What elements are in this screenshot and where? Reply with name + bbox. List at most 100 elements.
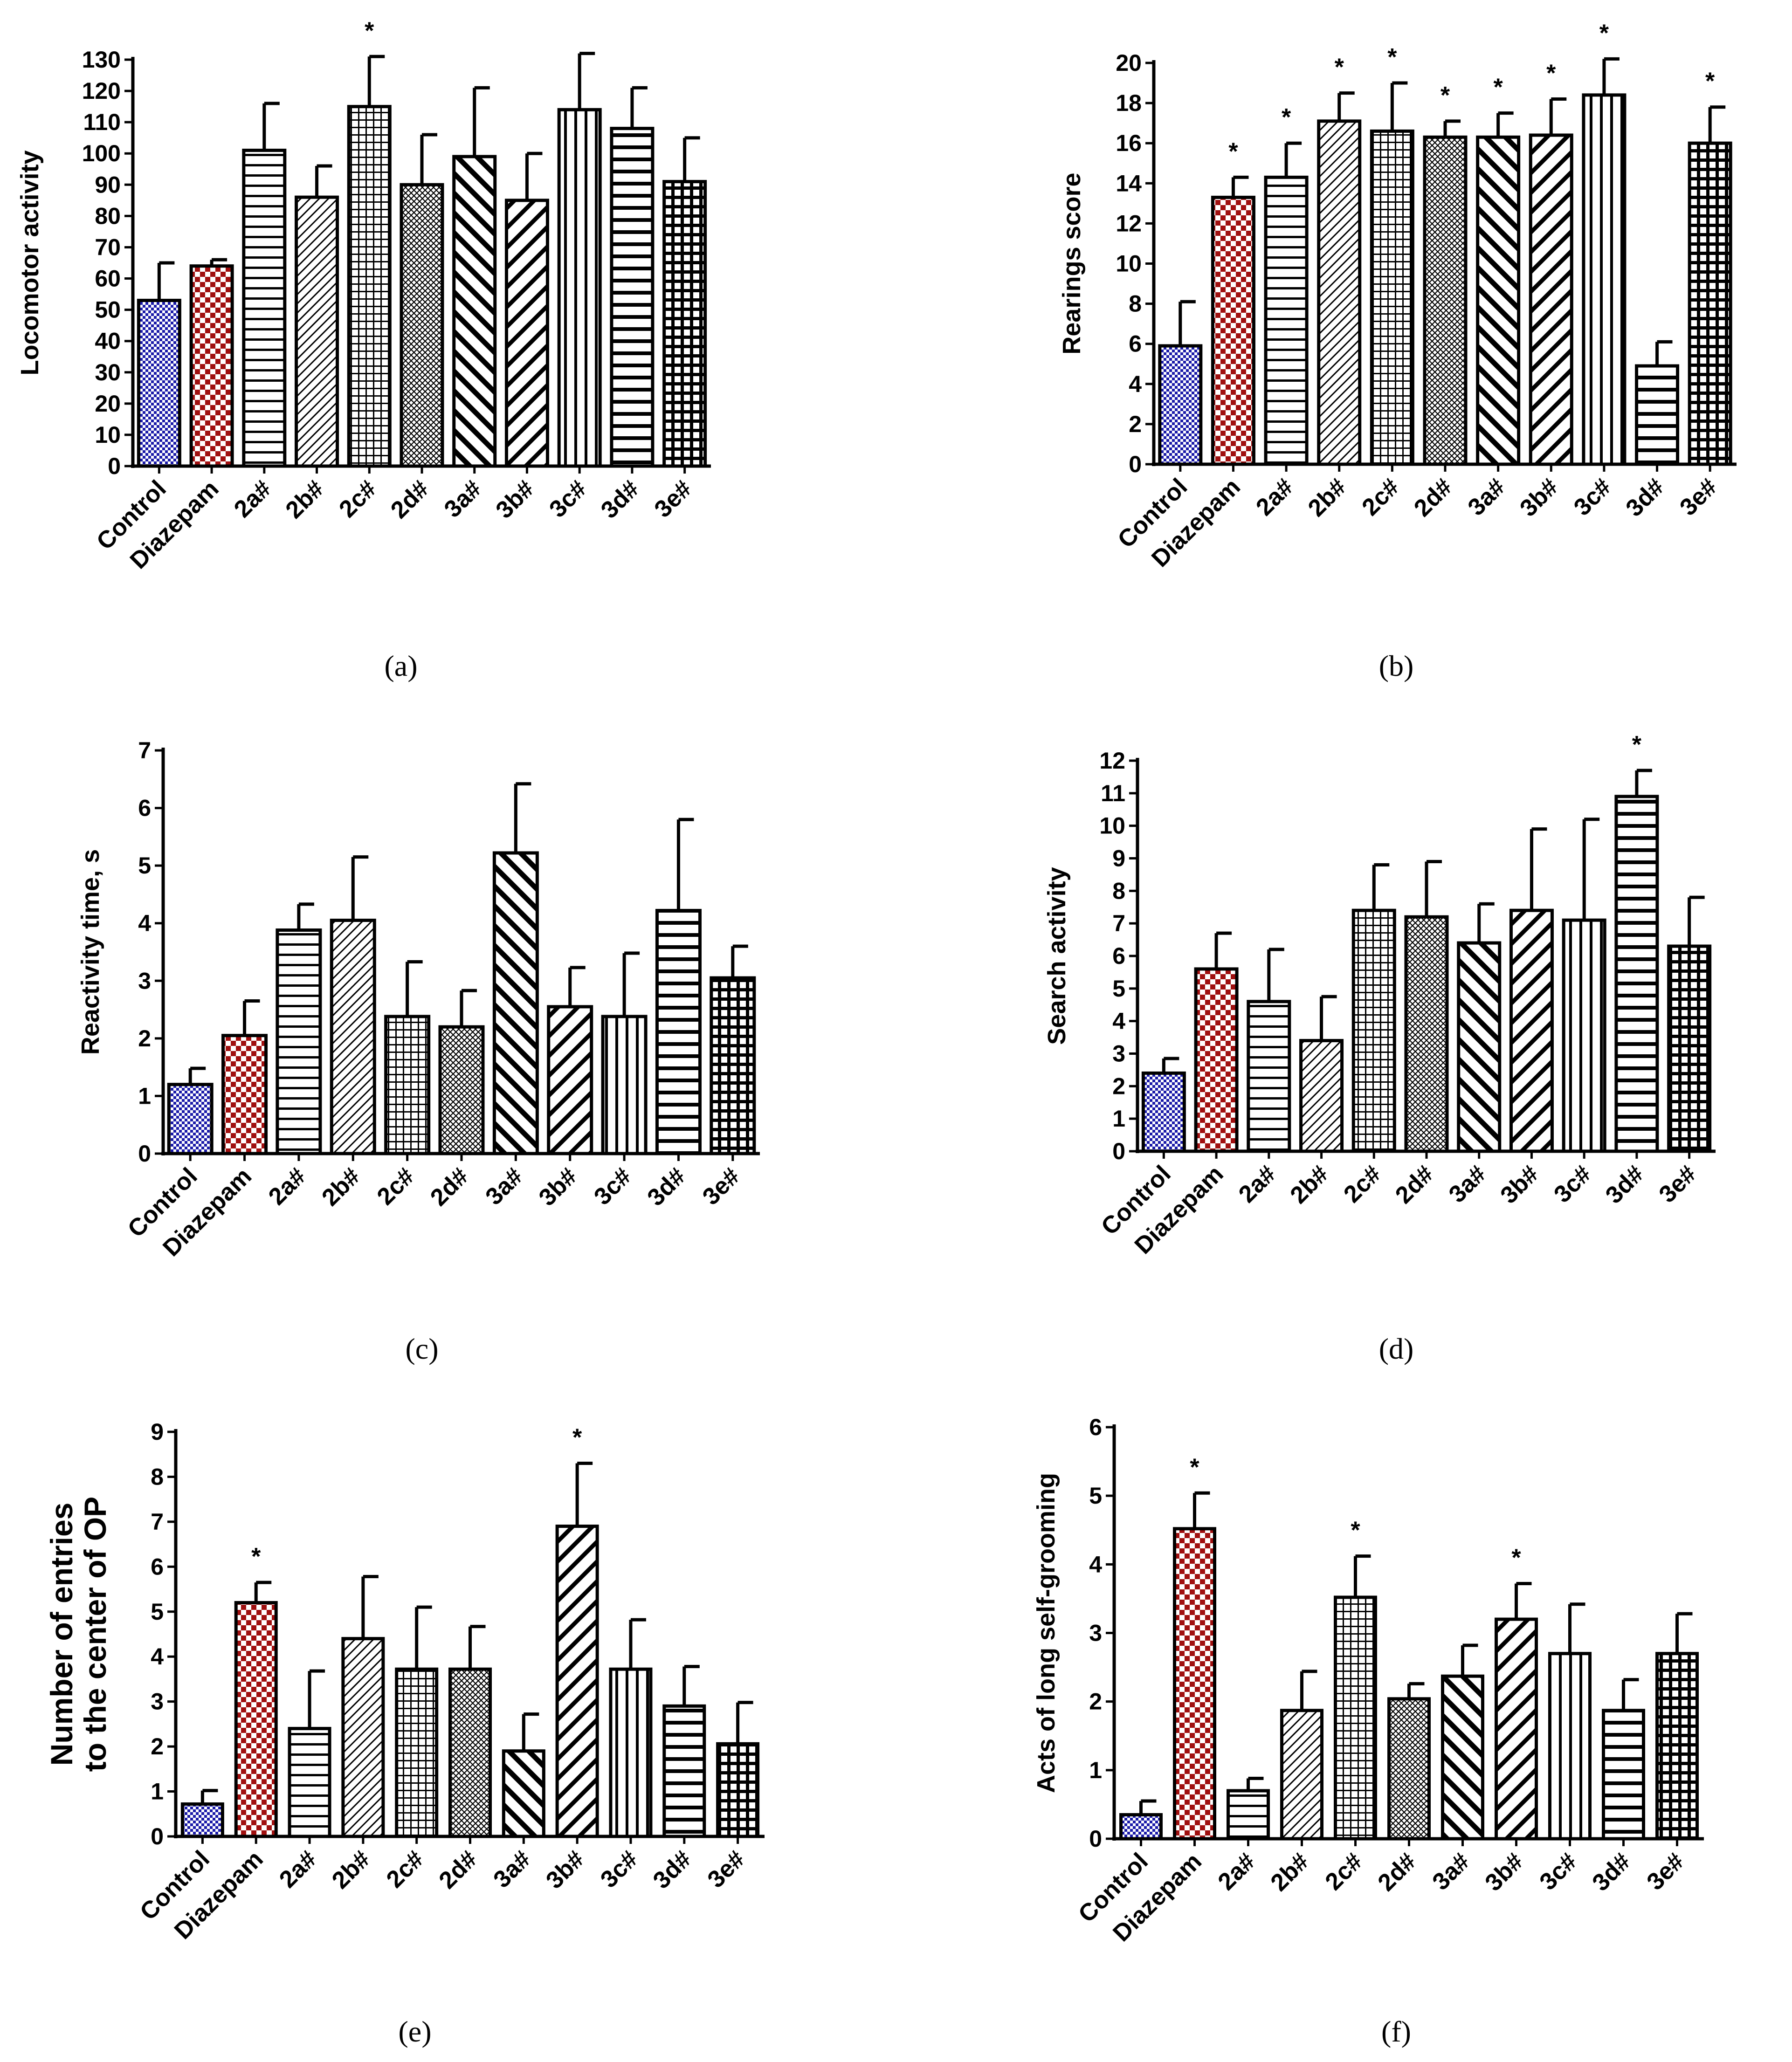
x-tick-label: 3e# — [649, 475, 697, 522]
y-axis-title: Search activity — [1043, 867, 1071, 1045]
y-tick-label: 20 — [1116, 50, 1142, 76]
y-tick-label: 10 — [1099, 813, 1125, 839]
y-tick-label: 11 — [1101, 780, 1125, 806]
x-tick-label: 2c# — [1320, 1848, 1368, 1895]
panel-caption: (c) — [405, 1332, 438, 1365]
x-tick-label: 3a# — [1427, 1848, 1475, 1895]
x-tick-label: 2b# — [1285, 1160, 1334, 1209]
x-tick-label: 2c# — [381, 1845, 429, 1893]
x-tick-label: 2a# — [229, 475, 276, 522]
bar — [234, 1601, 278, 1838]
x-tick-label: 2a# — [1234, 1160, 1281, 1208]
x-tick-label: 3c# — [589, 1162, 636, 1210]
x-tick-label: 3e# — [1654, 1160, 1702, 1208]
y-tick-label: 5 — [1112, 976, 1125, 1002]
bar — [492, 851, 539, 1155]
significance-star: * — [1494, 74, 1503, 101]
y-tick-label: 4 — [1112, 1008, 1125, 1034]
significance-star: * — [365, 17, 374, 44]
bar — [1457, 941, 1502, 1153]
y-tick-label: 100 — [82, 140, 121, 166]
x-tick-label: 3a# — [488, 1845, 536, 1893]
x-tick-label: 2c# — [1338, 1160, 1386, 1208]
y-tick-label: 5 — [151, 1599, 164, 1625]
y-tick-label: 9 — [1112, 845, 1125, 872]
y-tick-label: 8 — [1129, 291, 1142, 317]
significance-star: * — [1599, 20, 1609, 47]
panel-caption: (b) — [1379, 649, 1414, 682]
y-axis-title: Reactivity time, s — [76, 849, 104, 1055]
x-tick-label: 2d# — [1409, 473, 1457, 522]
bar — [1299, 1039, 1344, 1153]
x-tick-label: 3b# — [534, 1162, 582, 1211]
x-tick-label: 2a# — [1251, 473, 1298, 521]
panel-caption: (f) — [1381, 2015, 1411, 2048]
y-tick-label: 1 — [138, 1083, 151, 1109]
y-tick-label: 1 — [151, 1779, 164, 1805]
y-tick-label: 60 — [95, 266, 121, 292]
y-tick-label: 14 — [1116, 170, 1142, 196]
y-axis-title: Rearings score — [1058, 172, 1086, 354]
significance-star: * — [1387, 44, 1397, 71]
y-tick-label: 0 — [108, 453, 121, 479]
x-tick-label: 3d# — [1600, 1160, 1649, 1209]
y-tick-label: 0 — [1112, 1138, 1125, 1164]
bar — [601, 1015, 648, 1155]
x-tick-label: 3b# — [1480, 1848, 1529, 1896]
y-tick-label: 90 — [95, 172, 121, 198]
bar — [1582, 93, 1627, 466]
y-tick-label: 30 — [95, 359, 121, 385]
y-tick-label: 3 — [1112, 1041, 1125, 1067]
x-tick-label: 2c# — [372, 1162, 420, 1210]
bar — [221, 1034, 268, 1155]
significance-star: * — [1705, 68, 1715, 95]
y-tick-label: 8 — [1112, 878, 1125, 904]
bar — [341, 1637, 385, 1838]
x-tick-label: 2d# — [1390, 1160, 1439, 1209]
bar — [716, 1742, 760, 1838]
bar — [1404, 915, 1449, 1153]
bar — [1655, 1652, 1699, 1841]
x-tick-label: 3a# — [1444, 1160, 1491, 1208]
y-tick-label: 6 — [1129, 331, 1142, 357]
bar — [295, 195, 339, 468]
x-tick-label: 3b# — [491, 475, 539, 523]
bar — [452, 155, 497, 468]
x-tick-label: 2c# — [334, 475, 381, 522]
y-tick-label: 0 — [138, 1141, 151, 1167]
bar — [189, 264, 234, 468]
y-tick-label: 4 — [138, 910, 151, 936]
bar — [288, 1727, 331, 1838]
y-tick-label: 0 — [1129, 451, 1142, 477]
bar — [1317, 119, 1362, 466]
x-tick-label: 3b# — [1496, 1160, 1544, 1209]
x-tick-label: 2b# — [327, 1845, 375, 1894]
x-tick-label: 2a# — [274, 1845, 322, 1893]
bar — [1476, 135, 1521, 466]
bar — [1441, 1674, 1484, 1841]
x-tick-label: 2d# — [434, 1845, 482, 1894]
x-tick-label: 3a# — [480, 1162, 528, 1210]
x-tick-label: 3e# — [1642, 1848, 1689, 1895]
x-tick-label: 3c# — [595, 1845, 643, 1893]
y-tick-label: 70 — [95, 234, 121, 260]
y-tick-label: 9 — [151, 1419, 164, 1445]
y-tick-label: 3 — [151, 1689, 164, 1715]
x-tick-label: 3a# — [439, 475, 487, 522]
y-axis-title: Locomotor activity — [16, 150, 44, 375]
bar — [1247, 1000, 1291, 1153]
y-tick-label: 12 — [1116, 210, 1142, 236]
bar — [1194, 967, 1239, 1153]
bar — [504, 199, 549, 468]
bar — [1351, 908, 1396, 1153]
y-tick-label: 0 — [1089, 1826, 1102, 1852]
significance-star: * — [1351, 1517, 1360, 1544]
x-tick-label: 3b# — [1515, 473, 1563, 522]
x-tick-label: 3d# — [648, 1845, 696, 1894]
significance-star: * — [1335, 54, 1344, 81]
bar — [180, 1802, 224, 1838]
bar — [347, 105, 392, 468]
